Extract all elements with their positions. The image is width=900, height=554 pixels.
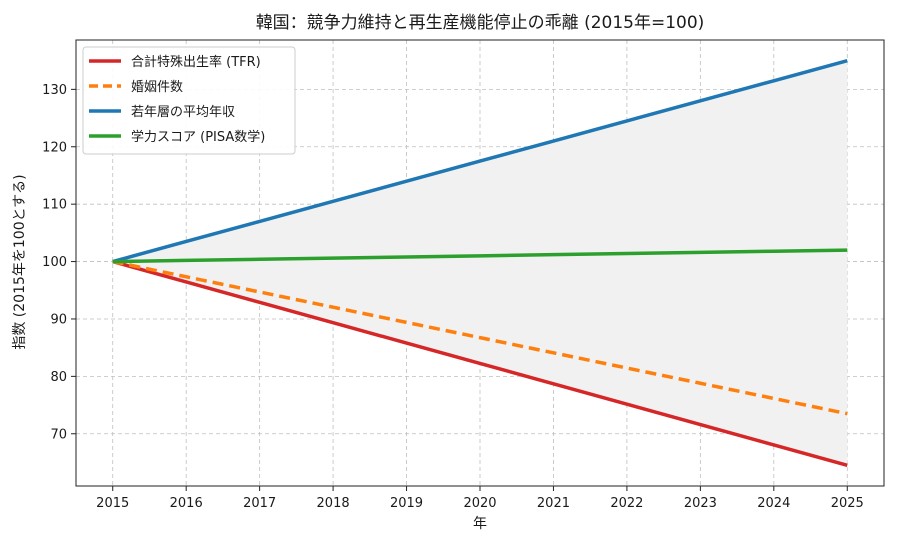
x-tick-label: 2025 — [831, 496, 864, 511]
y-tick-label: 120 — [42, 140, 67, 155]
x-tick-label: 2021 — [537, 496, 570, 511]
y-axis-title: 指数 (2015年を100とする) — [12, 174, 28, 349]
series-group — [112, 58, 848, 468]
y-tick-label: 100 — [42, 255, 67, 270]
legend-label-2: 婚姻件数 — [131, 80, 183, 95]
series-line-3 — [112, 58, 848, 264]
y-tick-label: 80 — [50, 370, 67, 385]
x-tick-label: 2020 — [463, 496, 496, 511]
x-tick-label: 2018 — [317, 496, 350, 511]
y-tick-label: 90 — [50, 312, 67, 327]
y-tick-label: 130 — [42, 83, 67, 98]
shaded-band — [112, 60, 848, 466]
x-tick-label: 2023 — [684, 496, 717, 511]
x-axis-title: 年 — [473, 516, 487, 532]
legend-box — [82, 46, 296, 155]
x-tick-label: 2015 — [96, 496, 129, 511]
x-tick-label: 2019 — [390, 496, 423, 511]
series-line-1 — [112, 259, 848, 468]
legend-label-4: 学力スコア (PISA数学) — [131, 129, 265, 145]
legend-label-3: 若年層の平均年収 — [131, 104, 235, 120]
legend-label-1: 合計特殊出生率 (TFR) — [131, 54, 261, 70]
x-tick-label: 2016 — [170, 496, 203, 511]
y-tick-label: 70 — [50, 427, 67, 442]
series-line-4 — [112, 248, 848, 264]
chart-title: 韓国：競争力維持と再生産機能停止の乖離 (2015年=100) — [256, 13, 705, 33]
x-tick-label: 2022 — [610, 496, 643, 511]
y-axis: 70 80 90 100 110 120 130 — [42, 83, 76, 442]
x-tick-label: 2024 — [757, 496, 790, 511]
series-line-2 — [112, 259, 848, 416]
x-axis: 2015 2016 2017 2018 2019 2020 2021 2022 2023 2024… — [96, 486, 864, 511]
y-tick-label: 110 — [42, 198, 67, 213]
x-tick-label: 2017 — [243, 496, 276, 511]
